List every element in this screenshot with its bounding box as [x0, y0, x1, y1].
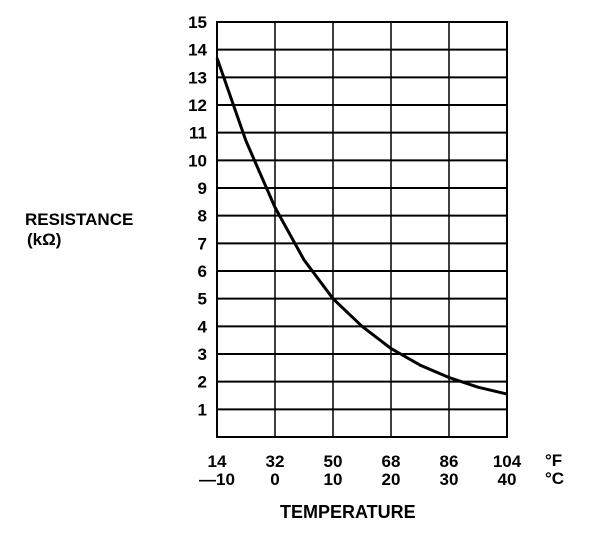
x-tick-label-celsius: 40: [498, 470, 517, 489]
x-tick-label-fahrenheit: 32: [266, 452, 285, 471]
y-tick-label: 7: [198, 234, 207, 253]
x-tick-label-fahrenheit: 50: [324, 452, 343, 471]
x-unit-fahrenheit: °F: [545, 451, 563, 470]
x-tick-label-celsius: 10: [324, 470, 343, 489]
resistance-curve: [215, 57, 508, 396]
y-tick-label: 6: [198, 262, 207, 281]
y-tick-label: 4: [198, 317, 208, 336]
y-axis-title: RESISTANCE: [25, 210, 134, 229]
x-unit-celsius: °C: [545, 469, 565, 488]
x-tick-label-celsius: 20: [382, 470, 401, 489]
x-tick-label-celsius: 0: [270, 470, 279, 489]
x-tick-label-fahrenheit: 86: [440, 452, 459, 471]
y-tick-label: 15: [188, 13, 207, 32]
x-axis-title: TEMPERATURE: [280, 502, 416, 522]
x-tick-label-fahrenheit: 14: [208, 452, 227, 471]
x-tick-label-celsius: 30: [440, 470, 459, 489]
y-tick-label: 1: [198, 400, 207, 419]
y-tick-label: 13: [188, 68, 207, 87]
y-tick-label: 10: [188, 151, 207, 170]
y-tick-label: 11: [189, 124, 207, 143]
y-axis-unit: (kΩ): [27, 230, 62, 249]
y-tick-label: 5: [198, 290, 207, 309]
x-tick-label-fahrenheit: 68: [382, 452, 401, 471]
x-tick-label-celsius: —10: [199, 470, 235, 489]
x-tick-label-fahrenheit: 104: [493, 452, 522, 471]
y-tick-label: 2: [198, 373, 207, 392]
y-tick-label: 9: [198, 179, 207, 198]
y-tick-label: 3: [198, 345, 207, 364]
plot-frame: [216, 21, 508, 438]
y-tick-label: 8: [198, 207, 207, 226]
y-tick-label: 12: [188, 96, 207, 115]
y-tick-label: 14: [188, 41, 207, 60]
